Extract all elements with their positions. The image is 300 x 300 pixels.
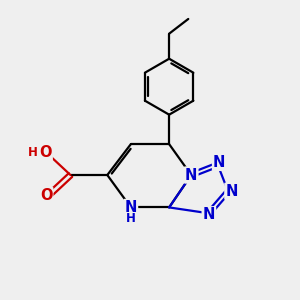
Text: N: N <box>185 167 197 182</box>
Text: N: N <box>125 200 137 215</box>
Text: O: O <box>39 146 52 160</box>
Text: H: H <box>28 146 38 159</box>
Text: N: N <box>213 155 225 170</box>
Text: H: H <box>126 212 136 225</box>
Text: N: N <box>203 207 215 222</box>
Text: N: N <box>225 184 238 199</box>
Text: O: O <box>40 188 52 203</box>
